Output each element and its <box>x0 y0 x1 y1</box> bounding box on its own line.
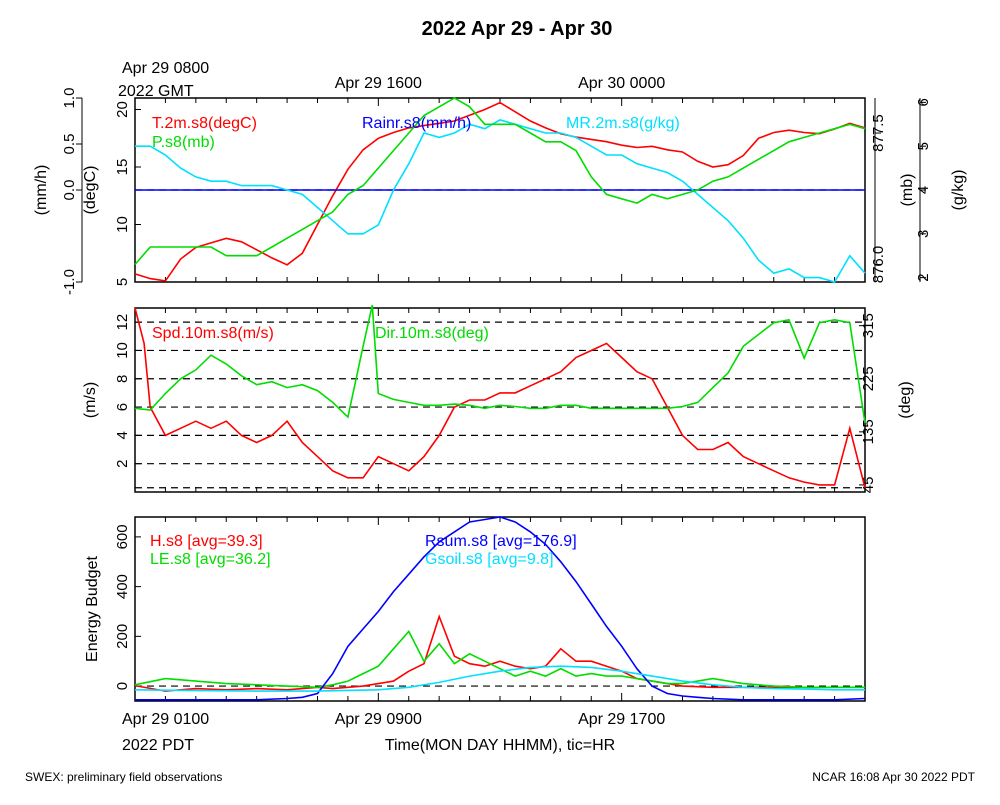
middle-panel: 2 4 6 8 10 12 (m/s) 45 135 225 315 (deg) Spd.10m.s8(… <box>82 304 914 494</box>
legend-p-s8-mb: P.s8(mb) <box>152 134 215 151</box>
speed-tick-label: 10 <box>114 342 131 359</box>
energy-tick-label: 400 <box>114 574 131 599</box>
mixing-ratio-tick-label: 6 <box>915 98 932 106</box>
legend-rsum-s8: Rsum.s8 [avg=176.9] <box>425 533 577 550</box>
series-line-rsum-s8 <box>135 516 866 701</box>
direction-tick-label: 45 <box>860 477 877 494</box>
direction-tick-label: 315 <box>860 313 877 338</box>
bottom-axis-tick-label: Apr 29 1700 <box>578 711 665 728</box>
temp-tick-label: 15 <box>114 159 131 176</box>
rain-tick-label: 1.0 <box>61 88 78 109</box>
top-axis-tick-label: Apr 30 0000 <box>578 75 665 92</box>
rain-axis-label: (mm/h) <box>33 165 50 216</box>
speed-axis-label: (m/s) <box>82 382 99 418</box>
speed-tick-label: 8 <box>114 375 131 383</box>
temp-axis-label: (degC) <box>82 166 99 215</box>
series-line-h-s8 <box>134 614 865 692</box>
legend-t-2m-s8-degc: T.2m.s8(degC) <box>152 115 257 132</box>
speed-tick-label: 6 <box>114 403 131 411</box>
mixing-ratio-tick-label: 5 <box>915 142 932 150</box>
energy-tick-label: 0 <box>114 682 131 690</box>
series-line-dir-10m-s8-deg <box>134 304 866 424</box>
legend-spd-10m-s8-m-s: Spd.10m.s8(m/s) <box>152 325 274 342</box>
temp-tick-label: 20 <box>114 101 131 118</box>
mixing-ratio-tick-label: 2 <box>915 273 932 281</box>
footer-left: SWEX: preliminary field observations <box>25 770 222 784</box>
top-time-axis: Apr 29 0800 Apr 29 1600 Apr 30 0000 <box>122 60 665 92</box>
series-line-gsoil-s8 <box>134 665 865 692</box>
x-axis-label: Time(MON DAY HHMM), tic=HR <box>385 737 615 754</box>
pressure-tick-label: 877.5 <box>870 114 887 152</box>
pressure-tick-label: 876.0 <box>870 246 887 284</box>
rain-tick-label: 0.0 <box>61 180 78 201</box>
bottom-axis-unit-label: 2022 PDT <box>122 737 194 754</box>
legend-gsoil-s8: Gsoil.s8 [avg=9.8] <box>425 551 554 568</box>
bottom-axis-tick-label: Apr 29 0100 <box>122 711 209 728</box>
direction-tick-label: 135 <box>860 419 877 444</box>
top-axis-unit-label: 2022 GMT <box>118 83 194 100</box>
mixing-ratio-tick-label: 3 <box>915 230 932 238</box>
top-axis-tick-label: Apr 29 0800 <box>122 60 209 77</box>
mixing-ratio-axis-label: (g/kg) <box>950 170 967 211</box>
energy-tick-label: 600 <box>114 524 131 549</box>
energy-tick-label: 200 <box>114 624 131 649</box>
bottom-axis-tick-label: Apr 29 0900 <box>335 711 422 728</box>
mixing-ratio-tick-label: 4 <box>915 186 932 194</box>
speed-tick-label: 12 <box>114 314 131 331</box>
temp-tick-label: 10 <box>114 216 131 233</box>
speed-tick-label: 2 <box>114 460 131 468</box>
legend-le-s8: LE.s8 [avg=36.2] <box>150 551 271 568</box>
speed-tick-label: 4 <box>114 431 131 439</box>
direction-tick-label: 225 <box>860 366 877 391</box>
energy-axis-label: Energy Budget <box>84 556 101 662</box>
pressure-axis-label: (mb) <box>899 174 916 207</box>
legend-mr-2m-s8-g-kg: MR.2m.s8(g/kg) <box>566 115 680 132</box>
bottom-time-axis: Apr 29 0100 Apr 29 0900 Apr 29 1700 <box>122 711 665 728</box>
top-panel: -1.0 0.0 0.5 1.0 (mm/h) 5 10 15 20 (degC) 876.0 877… <box>33 88 967 295</box>
series-line-le-s8 <box>134 629 865 689</box>
bottom-panel: 0 200 400 600 Energy Budget H.s8 [avg=39.3]LE… <box>84 516 866 701</box>
series-line-p-s8-mb <box>134 97 866 266</box>
series-line-spd-10m-s8-m-s <box>134 307 866 488</box>
temp-tick-label: 5 <box>114 278 131 286</box>
top-axis-tick-label: Apr 29 1600 <box>335 75 422 92</box>
series-line-t-2m-s8-degc <box>134 101 866 282</box>
series-line-mr-2m-s8-g-kg <box>135 119 866 283</box>
chart-title: 2022 Apr 29 - Apr 30 <box>422 18 613 40</box>
footer-right: NCAR 16:08 Apr 30 2022 PDT <box>812 770 975 784</box>
rain-tick-label: -1.0 <box>61 269 78 295</box>
legend-dir-10m-s8-deg: Dir.10m.s8(deg) <box>375 325 489 342</box>
direction-axis-label: (deg) <box>897 381 914 418</box>
legend-h-s8: H.s8 [avg=39.3] <box>150 533 263 550</box>
legend-rainr-s8-mm-h: Rainr.s8(mm/h) <box>362 115 471 132</box>
rain-tick-label: 0.5 <box>61 134 78 155</box>
